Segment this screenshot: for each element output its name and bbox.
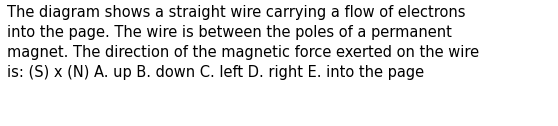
Text: The diagram shows a straight wire carrying a flow of electrons
into the page. Th: The diagram shows a straight wire carryi… — [7, 5, 479, 80]
